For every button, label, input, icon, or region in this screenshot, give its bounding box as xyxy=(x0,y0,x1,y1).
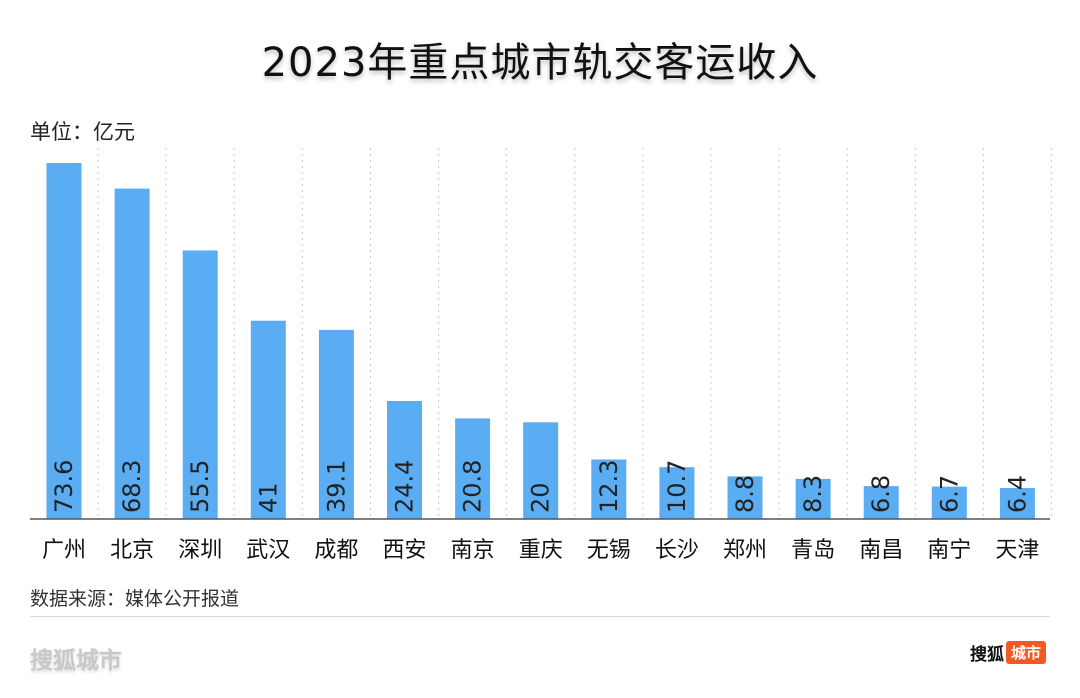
category-labels: 广州 北京 深圳 武汉 成都 西安 南京 重庆 无锡 长沙 郑州 青岛 南昌 南宁 天津 xyxy=(42,538,1039,563)
category-label: 武汉 xyxy=(246,538,290,563)
category-label: 成都 xyxy=(314,538,358,563)
bar-重庆 xyxy=(523,422,559,519)
category-label: 青岛 xyxy=(791,538,835,563)
bar-深圳 xyxy=(182,250,218,519)
value-label: 12.3 xyxy=(595,460,623,513)
category-label: 南昌 xyxy=(859,538,903,563)
bar-西安 xyxy=(387,401,422,519)
bar-郑州 xyxy=(727,476,763,519)
bar-广州 xyxy=(46,163,82,519)
category-label: 南京 xyxy=(451,538,495,563)
value-label: 8.3 xyxy=(799,475,827,513)
value-label: 73.6 xyxy=(50,460,78,513)
value-label: 10.7 xyxy=(663,460,691,513)
brand-logo: 搜狐 城市 xyxy=(970,640,1046,665)
category-label: 南宁 xyxy=(927,538,971,563)
brand-logo-main: 搜狐 xyxy=(969,645,1004,665)
value-label: 20 xyxy=(527,482,555,513)
value-label: 39.1 xyxy=(322,460,350,513)
chart-title: 2023年重点城市轨交客运收入 xyxy=(261,40,819,86)
divider xyxy=(30,616,1050,617)
category-label: 北京 xyxy=(110,538,154,563)
grid-lines xyxy=(97,148,1052,519)
value-labels: 73.6 68.3 55.5 41 39.1 24.4 20.8 20 12.3 10.7 8.8 8… xyxy=(50,460,1031,513)
source-note: 数据来源：媒体公开报道 xyxy=(30,588,240,610)
bar-天津 xyxy=(999,488,1035,519)
category-label: 重庆 xyxy=(519,538,563,563)
value-label: 24.4 xyxy=(391,460,419,513)
bar-长沙 xyxy=(659,467,695,519)
bar-青岛 xyxy=(795,478,831,519)
bar-武汉 xyxy=(250,320,286,519)
unit-label: 单位：亿元 xyxy=(30,120,135,144)
bar-成都 xyxy=(318,329,354,519)
value-label: 8.8 xyxy=(731,475,759,513)
bar-南京 xyxy=(455,418,491,519)
category-label: 长沙 xyxy=(655,538,699,563)
bar-南昌 xyxy=(863,486,899,519)
category-label: 郑州 xyxy=(723,538,767,563)
bar-无锡 xyxy=(591,459,627,519)
category-label: 天津 xyxy=(995,538,1039,563)
bar-南宁 xyxy=(931,486,967,519)
value-label: 6.4 xyxy=(1003,475,1031,513)
value-label: 6.8 xyxy=(867,475,895,513)
category-label: 无锡 xyxy=(587,538,631,563)
brand-watermark: 搜狐城市 xyxy=(30,648,122,674)
bars xyxy=(46,163,1035,519)
bar-chart: 73.6 68.3 55.5 41 39.1 24.4 20.8 20 12.3 10.7 8.8 8… xyxy=(30,148,1052,563)
value-label: 41 xyxy=(254,482,282,513)
category-label: 西安 xyxy=(382,538,426,563)
bar-北京 xyxy=(114,188,150,519)
brand-logo-tag: 城市 xyxy=(1005,641,1046,664)
value-label: 55.5 xyxy=(186,460,214,513)
category-label: 广州 xyxy=(42,538,86,563)
value-label: 20.8 xyxy=(459,460,487,513)
category-label: 深圳 xyxy=(178,538,222,563)
value-label: 6.7 xyxy=(935,475,963,513)
value-label: 68.3 xyxy=(118,460,146,513)
